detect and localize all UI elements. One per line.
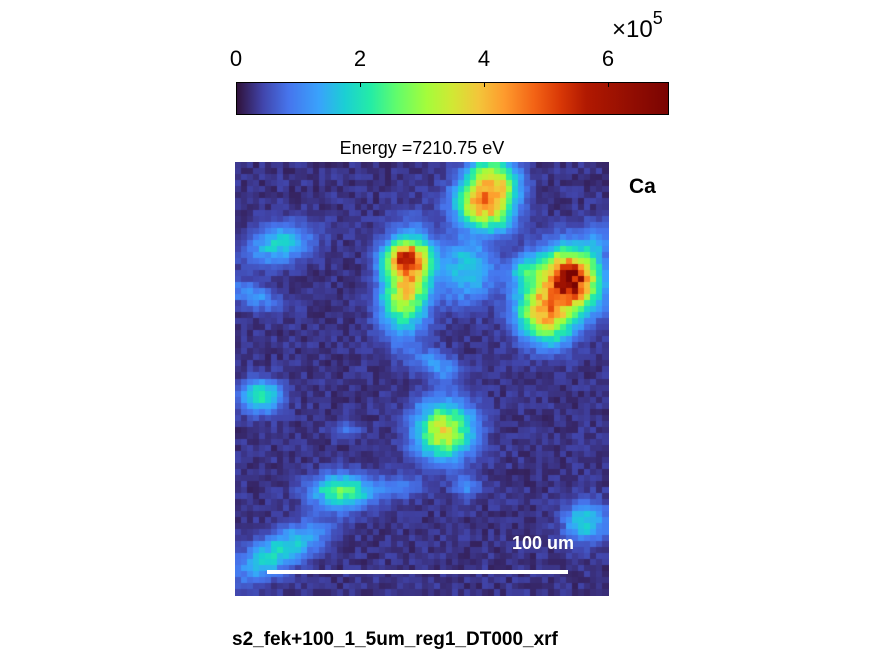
colorbar-tick-label: 4 (477, 46, 491, 71)
xrf-heatmap (235, 162, 609, 596)
colorbar-tick-mark (360, 82, 361, 87)
colorbar-tick-label: 0 (229, 46, 243, 71)
colorbar (236, 82, 669, 115)
element-label: Ca (629, 175, 656, 198)
colorbar-tick-label: 6 (601, 46, 615, 71)
file-caption: s2_fek+100_1_5um_reg1_DT000_xrf (232, 629, 558, 650)
chart-title: Energy =7210.75 eV (339, 138, 505, 158)
scale-bar-label: 100 um (512, 533, 575, 553)
colorbar-tick-label: 2 (353, 46, 367, 71)
colorbar-multiplier: ×105 (612, 8, 663, 43)
scale-bar (267, 570, 568, 574)
colorbar-tick-mark (608, 82, 609, 87)
colorbar-tick-mark (484, 82, 485, 87)
